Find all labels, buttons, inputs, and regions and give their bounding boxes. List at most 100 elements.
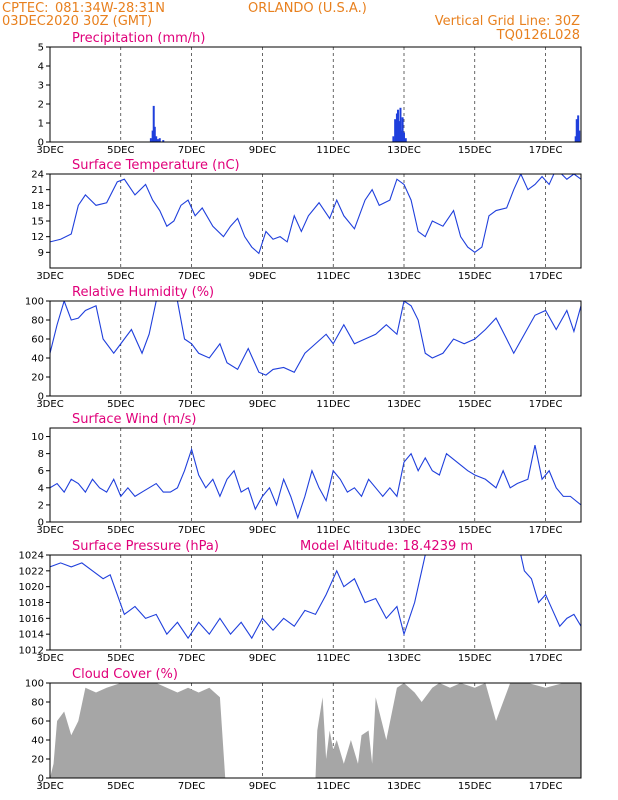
pressure-ytick-label: 1018 [19,598,44,609]
wind-xtick-label: 11DEC [316,525,350,536]
precip-xtick-label: 7DEC [178,145,205,156]
precip-ytick-label: 4 [38,62,44,73]
precip-bar [156,139,159,142]
header-grid-note: Vertical Grid Line: 30Z [435,14,580,29]
cloud-xtick-label: 13DEC [387,781,421,792]
wind-ytick-label: 8 [38,449,44,460]
precip-bar [575,119,578,142]
wind-xtick-label: 13DEC [387,525,421,536]
pressure-ytick-label: 1014 [19,630,44,641]
precip-xtick-label: 3DEC [36,145,63,156]
pressure-xtick-label: 5DEC [107,653,134,664]
precip-bar [578,130,581,142]
wind-line [50,444,581,520]
rh-xtick-label: 15DEC [458,399,492,410]
temp-xtick-label: 9DEC [249,271,276,282]
precip-ytick-label: 5 [38,43,44,54]
temp-ytick-label: 21 [31,185,44,196]
precip-frame [49,46,582,143]
cloud-xtick-label: 11DEC [316,781,350,792]
precip-bar [400,130,403,142]
cloud-xtick-label: 5DEC [107,781,134,792]
wind-xtick-label: 15DEC [458,525,492,536]
precip-bar [398,121,401,142]
rh-xtick-label: 11DEC [316,399,350,410]
pressure-ytick-label: 1020 [19,582,44,593]
temp-xtick-label: 7DEC [178,271,205,282]
precip-bar [151,130,154,142]
temp-title: Surface Temperature (nC) [72,158,240,173]
precip-bar [152,105,155,142]
wind-frame [49,427,582,523]
wind-xtick-label: 7DEC [178,525,205,536]
precip-bar [404,138,407,142]
precip-bar [577,115,580,142]
temp-ytick-label: 18 [31,201,44,212]
rh-series [50,301,581,376]
wind-ytick-label: 4 [38,483,44,494]
rh-frame [49,300,582,397]
pressure-frame [49,554,582,651]
precip-xtick-label: 9DEC [249,145,276,156]
precip-ytick-label: 2 [38,100,44,111]
precip-ytick-label: 3 [38,81,44,92]
precip-ytick-label: 1 [38,119,44,130]
cloud-area [50,683,581,778]
pressure-ytick-label: 1022 [19,566,44,577]
precip-bar [162,140,165,142]
header-source: CPTEC: [2,1,49,16]
rh-xtick-label: 3DEC [36,399,63,410]
temp-line [50,174,581,255]
precip-bar [155,136,158,142]
rh-xtick-label: 7DEC [178,399,205,410]
pressure-xtick-label: 15DEC [458,653,492,664]
rh-xtick-label: 5DEC [107,399,134,410]
temp-ytick-label: 9 [38,248,44,259]
temp-xtick-label: 17DEC [529,271,563,282]
cloud-ytick-label: 20 [31,755,44,766]
pressure-ytick-label: 1024 [19,551,44,562]
precip-bar [158,138,161,142]
pressure-xtick-label: 9DEC [249,653,276,664]
wind-ytick-label: 0 [38,518,44,529]
pressure-xtick-label: 3DEC [36,653,63,664]
cloud-xtick-label: 9DEC [249,781,276,792]
cloud-ytick-label: 40 [31,736,44,747]
header-coords: 081:34W-28:31N [55,1,165,16]
wind-ytick-label: 2 [38,500,44,511]
rh-xtick-label: 17DEC [529,399,563,410]
pressure-line [50,555,581,640]
pressure-xtick-label: 7DEC [178,653,205,664]
temp-ytick-label: 12 [31,232,44,243]
precip-xtick-label: 5DEC [107,145,134,156]
precip-bar [396,109,399,142]
temp-ytick-label: 24 [31,170,44,181]
temp-ytick-label: 15 [31,217,44,228]
precip-title: Precipitation (mm/h) [72,31,205,46]
precip-xtick-label: 17DEC [529,145,563,156]
rh-ytick-label: 60 [31,335,44,346]
rh-panel [46,300,582,397]
cloud-ytick-label: 100 [25,679,44,690]
cloud-title: Cloud Cover (%) [72,667,178,682]
temp-frame [49,173,582,269]
temp-xtick-label: 13DEC [387,271,421,282]
precip-xtick-label: 11DEC [316,145,350,156]
rh-title: Relative Humidity (%) [72,285,214,300]
precip-xtick-label: 13DEC [387,145,421,156]
pressure-ytick-label: 1012 [19,646,44,657]
precip-xtick-label: 15DEC [458,145,492,156]
temp-panel [46,173,582,269]
cloud-series [50,683,581,778]
wind-title: Surface Wind (m/s) [72,412,196,427]
pressure-xtick-label: 13DEC [387,653,421,664]
rh-ytick-label: 100 [25,297,44,308]
cloud-ytick-label: 0 [38,774,44,785]
cloud-xtick-label: 15DEC [458,781,492,792]
pressure-xtick-label: 17DEC [529,653,563,664]
cloud-frame [49,682,582,779]
cloud-ytick-label: 60 [31,717,44,728]
wind-xtick-label: 3DEC [36,525,63,536]
wind-panel [46,427,582,523]
cloud-ytick-label: 80 [31,698,44,709]
